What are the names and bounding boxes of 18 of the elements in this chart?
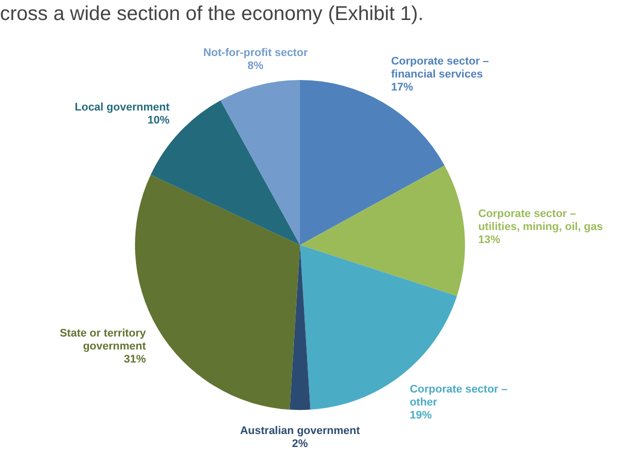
- pie-slice: [300, 80, 445, 245]
- slice-label: Not-for-profit sector: [203, 47, 308, 60]
- slice-label: Corporate sector – utilities, mining, oil, gas: [478, 208, 603, 233]
- data-label: 8%: [248, 60, 264, 72]
- data-label: 13%: [478, 234, 500, 246]
- slice-label: State or territory government: [60, 328, 147, 353]
- data-label: 2%: [292, 438, 308, 450]
- pie-slice: [300, 166, 465, 296]
- pie-slice: [220, 80, 300, 245]
- slice-label: Australian government: [240, 425, 360, 437]
- chart-title: cross a wide section of the economy (Exhibit 1).: [0, 3, 424, 25]
- data-label: 19%: [410, 409, 432, 422]
- data-label: 10%: [147, 114, 170, 127]
- data-label: 31%: [124, 354, 146, 366]
- slice-label: Corporate sector – other: [410, 383, 508, 408]
- slice-label: Local government: [74, 102, 170, 114]
- slice-label: Corporate sector – financial services: [391, 56, 489, 81]
- data-label: 17%: [391, 82, 414, 94]
